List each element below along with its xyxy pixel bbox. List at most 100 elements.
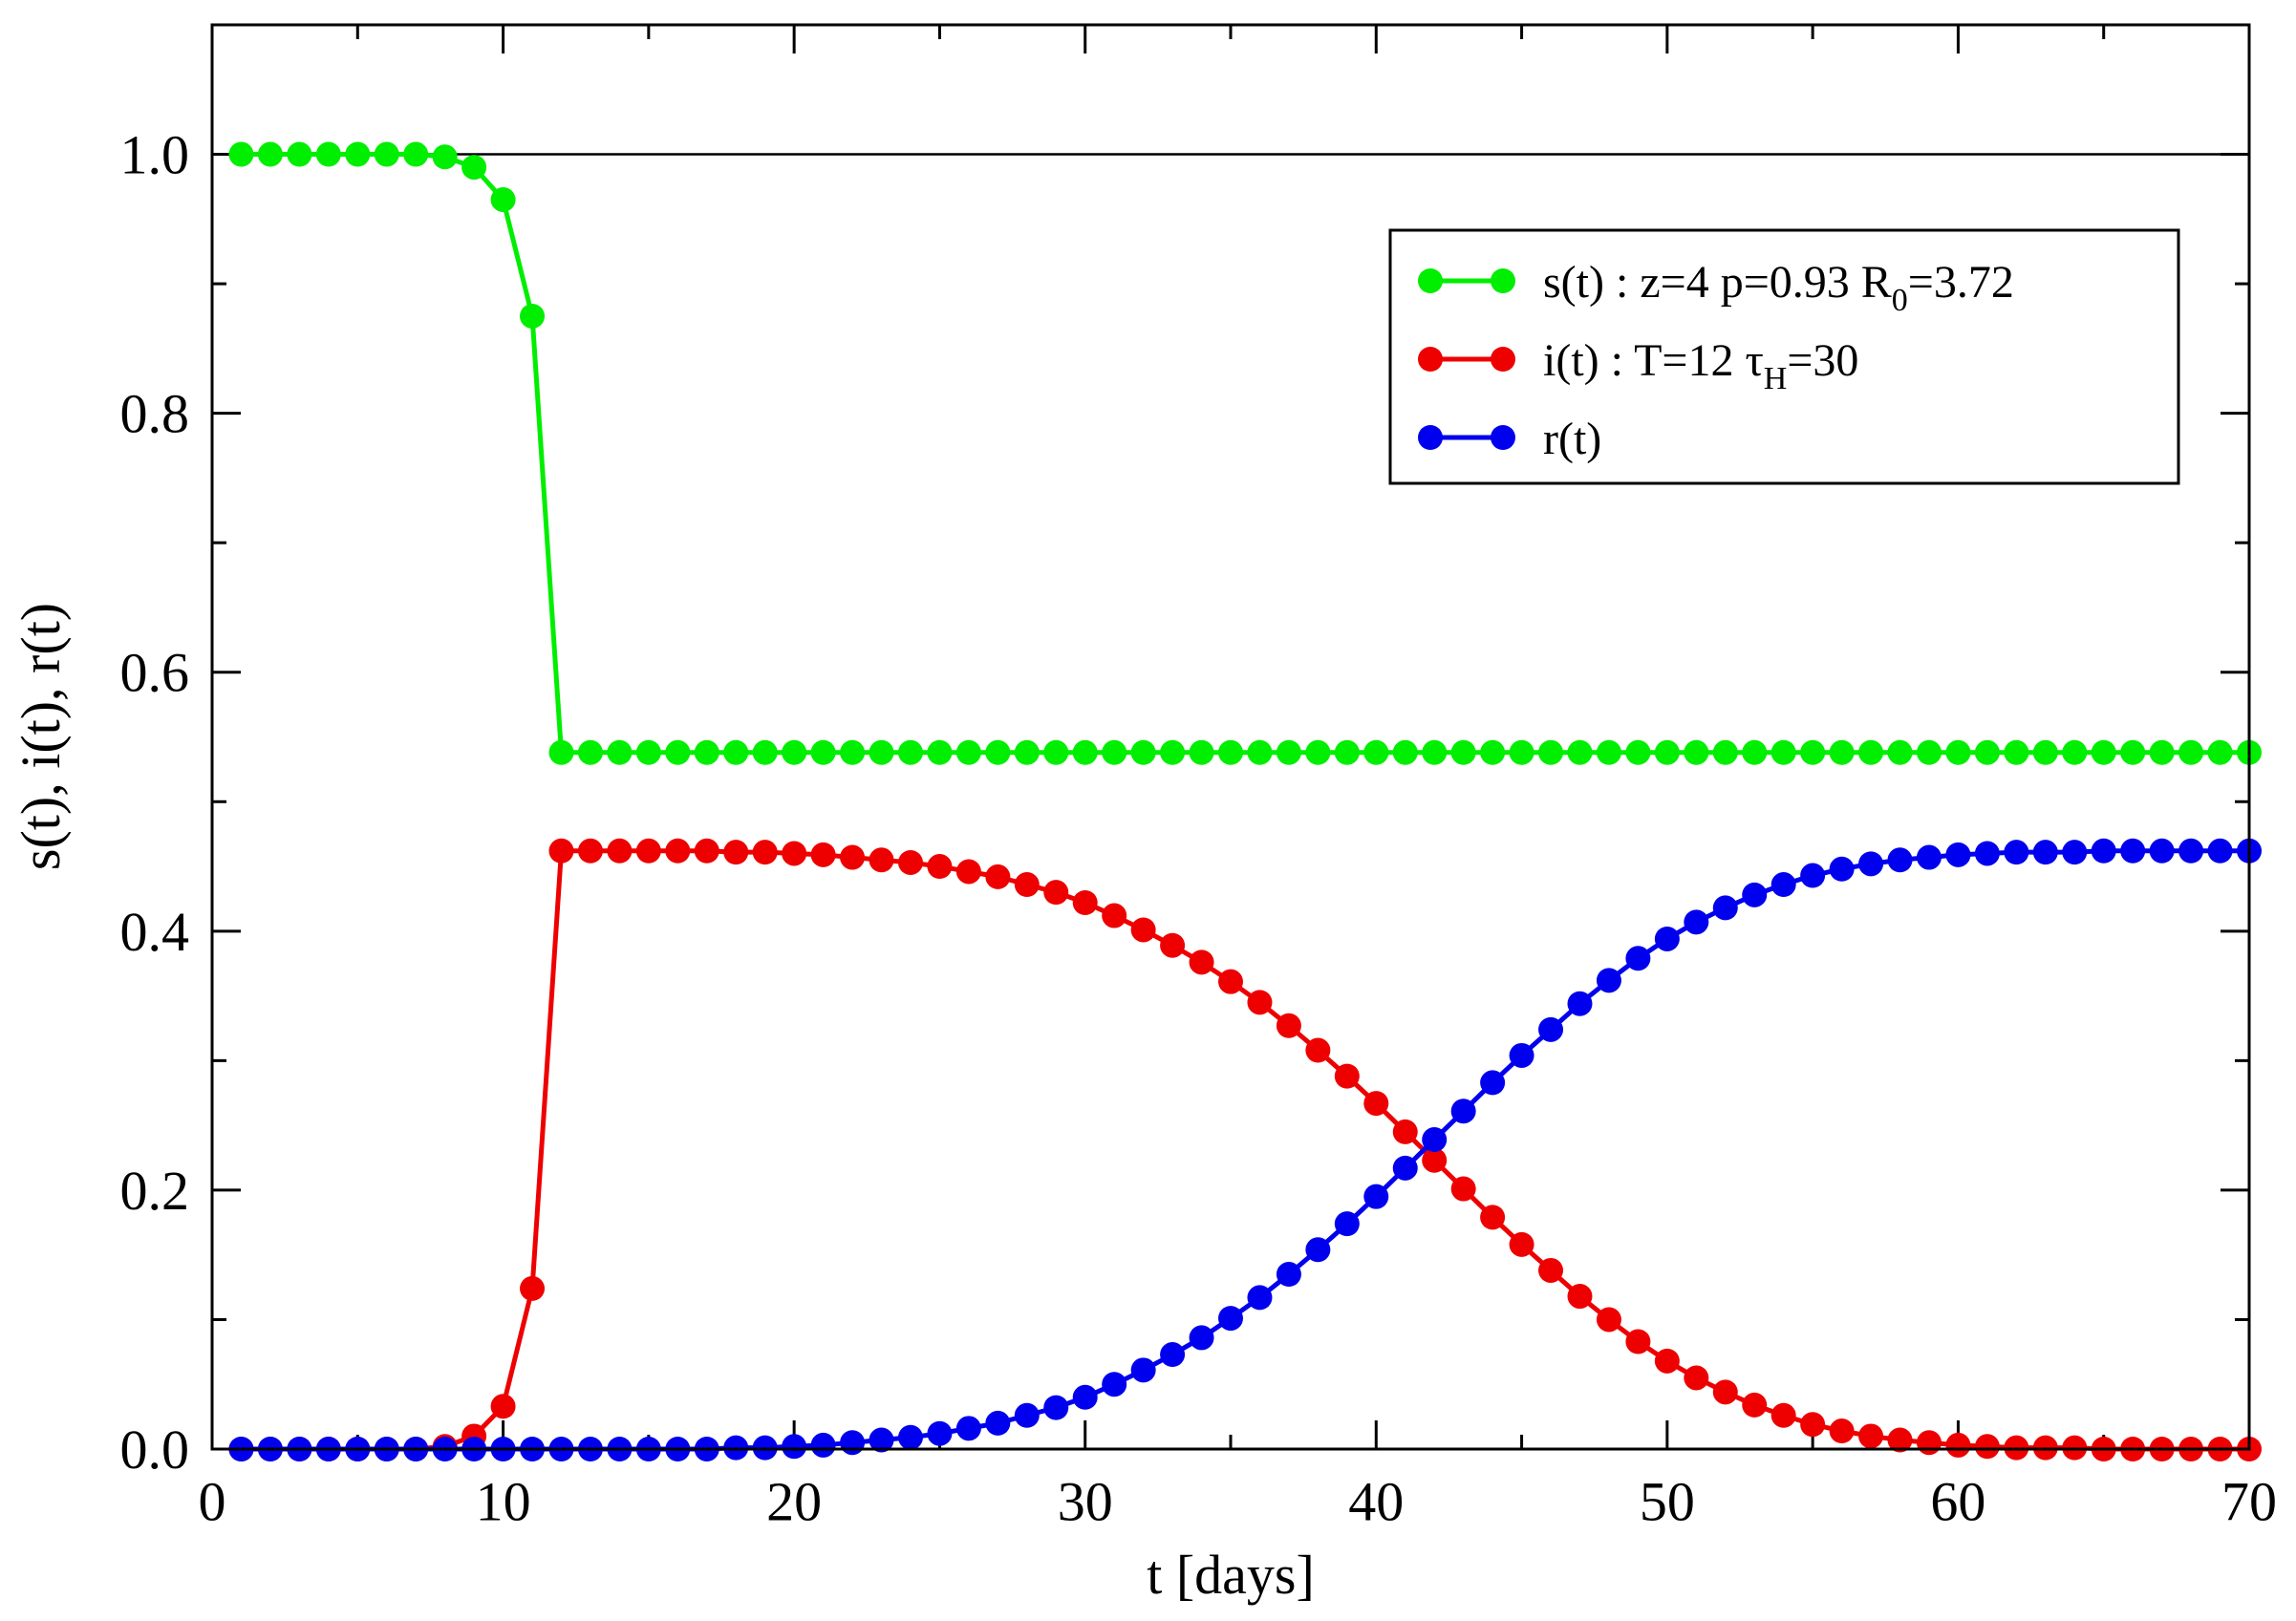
- x-axis-title: t [days]: [1147, 1544, 1315, 1606]
- data-point-s(t): [810, 739, 836, 765]
- data-point-s(t): [1334, 739, 1360, 765]
- data-point-r(t): [1130, 1357, 1156, 1383]
- data-point-s(t): [577, 739, 603, 765]
- data-point-s(t): [1596, 739, 1621, 765]
- x-tick-label: 20: [766, 1471, 822, 1533]
- data-point-i(t): [723, 840, 749, 865]
- data-point-r(t): [1218, 1306, 1243, 1332]
- data-point-s(t): [1160, 739, 1186, 765]
- data-point-s(t): [985, 739, 1011, 765]
- data-point-r(t): [2091, 838, 2116, 864]
- data-point-r(t): [1596, 968, 1621, 993]
- data-point-r(t): [1858, 851, 1884, 877]
- data-point-i(t): [1887, 1427, 1913, 1453]
- y-axis-title: s(t), i(t), r(t): [10, 603, 72, 870]
- data-point-s(t): [403, 141, 429, 167]
- series-line-s(t): [241, 152, 2249, 756]
- data-point-i(t): [1829, 1418, 1855, 1444]
- data-point-r(t): [1509, 1042, 1534, 1068]
- data-point-i(t): [1712, 1379, 1738, 1405]
- data-point-i(t): [1770, 1402, 1796, 1428]
- y-tick-label: 0.4: [120, 901, 190, 963]
- series-s(t): [228, 141, 2262, 765]
- data-point-r(t): [869, 1427, 894, 1453]
- data-point-i(t): [1742, 1392, 1768, 1418]
- data-point-s(t): [723, 739, 749, 765]
- data-point-s(t): [1305, 739, 1331, 765]
- data-point-r(t): [1974, 841, 2000, 866]
- data-point-s(t): [1742, 739, 1768, 765]
- data-point-i(t): [1305, 1037, 1331, 1063]
- data-point-s(t): [1858, 739, 1884, 765]
- data-point-i(t): [1422, 1147, 1448, 1173]
- data-point-r(t): [985, 1410, 1011, 1436]
- legend-label-r(t): r(t): [1543, 414, 1601, 464]
- data-point-i(t): [635, 838, 661, 864]
- data-point-s(t): [927, 739, 953, 765]
- data-point-s(t): [635, 739, 661, 765]
- legend-marker-r(t): [1418, 425, 1443, 450]
- data-point-r(t): [1625, 946, 1651, 971]
- data-point-s(t): [1829, 739, 1855, 765]
- data-point-i(t): [1625, 1329, 1651, 1354]
- data-point-s(t): [2091, 739, 2116, 765]
- data-point-s(t): [1450, 739, 1476, 765]
- data-point-r(t): [1654, 926, 1680, 951]
- data-point-i(t): [752, 840, 778, 865]
- data-point-i(t): [1654, 1348, 1680, 1374]
- data-point-i(t): [1043, 880, 1069, 906]
- data-point-i(t): [694, 838, 719, 864]
- x-tick-label: 70: [2221, 1471, 2277, 1533]
- series-line-i(t): [241, 848, 2249, 1452]
- data-point-s(t): [520, 303, 546, 329]
- data-point-r(t): [1800, 863, 1826, 888]
- data-point-r(t): [1189, 1325, 1214, 1351]
- data-point-r(t): [1829, 856, 1855, 882]
- data-point-r(t): [1247, 1285, 1273, 1311]
- data-point-i(t): [1218, 969, 1243, 994]
- data-point-i(t): [897, 849, 923, 875]
- data-point-r(t): [927, 1420, 953, 1446]
- data-point-s(t): [1654, 739, 1680, 765]
- data-point-r(t): [1422, 1127, 1448, 1153]
- data-point-i(t): [1858, 1423, 1884, 1449]
- data-point-i(t): [840, 844, 866, 870]
- data-point-r(t): [2178, 838, 2204, 864]
- data-point-r(t): [1363, 1184, 1389, 1209]
- data-point-s(t): [1712, 739, 1738, 765]
- data-point-i(t): [985, 864, 1011, 889]
- data-point-s(t): [1567, 739, 1593, 765]
- data-point-s(t): [1684, 739, 1709, 765]
- data-point-r(t): [1392, 1155, 1418, 1181]
- x-tick-label: 40: [1348, 1471, 1404, 1533]
- data-point-r(t): [1160, 1342, 1186, 1368]
- data-point-s(t): [955, 739, 981, 765]
- data-point-i(t): [520, 1275, 546, 1301]
- data-point-s(t): [1538, 739, 1564, 765]
- data-point-i(t): [955, 859, 981, 885]
- data-point-r(t): [1072, 1384, 1098, 1410]
- data-point-s(t): [2178, 739, 2204, 765]
- data-point-s(t): [1392, 739, 1418, 765]
- data-point-i(t): [1363, 1091, 1389, 1117]
- x-tick-labels: 0 10 20 30 40 50 60 70: [199, 1471, 2278, 1533]
- series-r(t): [228, 838, 2262, 1461]
- data-point-s(t): [257, 141, 283, 167]
- data-point-s(t): [1480, 739, 1506, 765]
- data-point-r(t): [1102, 1372, 1127, 1397]
- legend-marker-s(t): [1418, 268, 1443, 293]
- legend-marker-i(t): [1418, 347, 1443, 372]
- data-point-r(t): [1887, 847, 1913, 873]
- data-point-i(t): [1014, 872, 1040, 898]
- data-point-i(t): [1276, 1013, 1301, 1038]
- data-point-i(t): [869, 847, 894, 873]
- data-point-r(t): [2207, 838, 2233, 864]
- data-point-i(t): [1596, 1307, 1621, 1333]
- data-point-i(t): [1189, 949, 1214, 975]
- data-point-r(t): [1770, 872, 1796, 898]
- data-point-i(t): [1945, 1432, 1971, 1458]
- data-point-s(t): [1218, 739, 1243, 765]
- x-tick-label: 30: [1058, 1471, 1113, 1533]
- x-tick-label: 50: [1640, 1471, 1695, 1533]
- data-point-r(t): [2120, 838, 2146, 864]
